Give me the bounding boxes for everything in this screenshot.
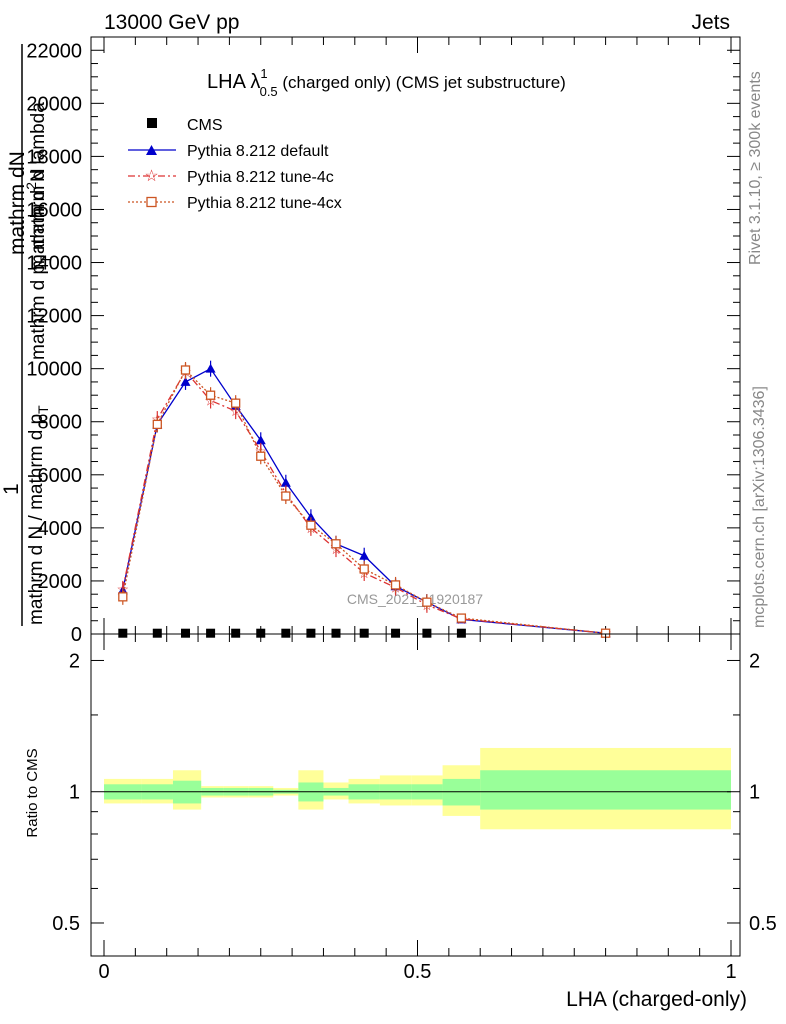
ratio-ytick-label-right: 0.5 xyxy=(749,913,777,935)
data-point xyxy=(359,550,370,560)
main-ytick-label: 8000 xyxy=(38,412,83,434)
main-ytick-label: 20000 xyxy=(26,93,82,115)
data-point xyxy=(180,365,191,375)
legend-item-cms: CMS xyxy=(147,117,223,134)
data-point xyxy=(118,592,128,602)
main-ytick-label: 14000 xyxy=(26,253,82,275)
data-point xyxy=(305,512,316,522)
main-ytick-label: 0 xyxy=(71,624,82,646)
data-point xyxy=(422,628,432,638)
legend-marker-tune4cx xyxy=(146,196,157,208)
data-point xyxy=(391,628,401,638)
data-point xyxy=(181,628,191,638)
main-ticks xyxy=(91,37,740,635)
data-point xyxy=(256,451,266,461)
data-point xyxy=(205,390,216,400)
x-tick-label: 0 xyxy=(98,961,109,983)
ratio-ytick-label-left: 0.5 xyxy=(52,913,80,935)
plot-title: LHA λ1 0.5 (charged only) (CMS jet substr… xyxy=(207,66,566,99)
x-tick-label: 0.5 xyxy=(404,961,432,983)
legend-marker-tune4c: ☆ xyxy=(144,168,158,185)
main-ytick-label: 4000 xyxy=(38,518,83,540)
legend: CMS Pythia 8.212 default ☆ Pythia 8.212 … xyxy=(128,117,342,212)
y-title-denominator: mathrm d pT mathrm d lambda xyxy=(28,102,53,360)
legend-item-default: Pythia 8.212 default xyxy=(128,143,329,160)
series-line xyxy=(122,370,606,634)
ratio-ytick-label-right: 1 xyxy=(749,782,760,804)
ratio-ytick-label-left: 1 xyxy=(69,782,80,804)
data-point xyxy=(205,363,216,373)
data-point xyxy=(256,628,266,638)
ratio-y-title: Ratio to CMS xyxy=(24,748,41,837)
series-3 xyxy=(118,361,611,638)
main-ytick-label: 10000 xyxy=(26,359,82,381)
ratio-bands xyxy=(104,747,731,830)
data-point xyxy=(456,613,467,623)
x-tick-label: 1 xyxy=(725,961,736,983)
data-point xyxy=(118,628,128,638)
data-point xyxy=(281,491,291,501)
data-point xyxy=(359,564,369,574)
y-title-den2: mathrm d N / mathrm d pT xyxy=(26,405,51,625)
y-title-num2: mathrm dN xyxy=(6,151,29,255)
mcplots-label: mcplots.cern.ch [arXiv:1306.3436] xyxy=(751,386,768,628)
ratio-ytick-label-right: 2 xyxy=(749,650,760,672)
data-point xyxy=(306,520,316,530)
ratio-tick-labels: 0.5 0.5 1 1 2 2 0 0.5 1 xyxy=(52,650,777,983)
series-layer: ☆☆☆☆☆☆☆☆☆☆☆☆☆☆ xyxy=(117,360,612,641)
legend-label-tune4c: Pythia 8.212 tune-4c xyxy=(187,169,334,186)
data-point xyxy=(180,376,191,386)
legend-label-cms: CMS xyxy=(187,117,223,134)
main-ytick-label: 6000 xyxy=(38,465,83,487)
data-point xyxy=(331,628,341,638)
main-ytick-label: 2000 xyxy=(38,571,83,593)
legend-item-tune4cx: Pythia 8.212 tune-4cx xyxy=(128,195,342,212)
ratio-ytick-label-left: 2 xyxy=(69,650,80,672)
data-point xyxy=(231,398,241,408)
series-0 xyxy=(118,628,466,638)
data-point xyxy=(206,628,216,638)
rivet-label: Rivet 3.1.10, ≥ 300k events xyxy=(747,71,764,265)
ratio-plot-frame xyxy=(90,633,741,957)
ratio-band-inner xyxy=(480,770,731,810)
data-point xyxy=(281,628,291,638)
data-point xyxy=(280,477,291,487)
data-point xyxy=(331,539,341,549)
data-point xyxy=(390,580,401,590)
legend-label-default: Pythia 8.212 default xyxy=(187,143,329,160)
y-title-one: 1 xyxy=(0,483,23,495)
x-axis-title: LHA (charged-only) xyxy=(566,988,747,1011)
data-point xyxy=(255,435,266,445)
y-title-numerator: mathrm d2N xyxy=(23,168,49,270)
data-point xyxy=(152,419,162,430)
series-line xyxy=(122,368,606,634)
data-point xyxy=(456,628,466,638)
legend-marker-default xyxy=(146,145,157,155)
data-point xyxy=(152,628,162,638)
legend-item-tune4c: ☆ Pythia 8.212 tune-4c xyxy=(128,168,334,186)
data-point xyxy=(306,628,316,638)
data-point xyxy=(231,628,241,638)
header-right: Jets xyxy=(691,11,730,34)
data-point xyxy=(422,597,432,607)
data-point xyxy=(359,628,369,638)
main-ytick-label: 22000 xyxy=(26,40,82,62)
main-ytick-label: 18000 xyxy=(26,146,82,168)
main-ytick-labels: 0 2000 4000 6000 8000 10000 12000 14000 16000 180… xyxy=(26,40,82,646)
header-left: 13000 GeV pp xyxy=(104,11,239,34)
legend-label-tune4cx: Pythia 8.212 tune-4cx xyxy=(187,195,342,212)
main-ytick-label: 16000 xyxy=(26,199,82,221)
ratio-ticks xyxy=(91,634,740,956)
main-y-title: mathrm dN mathrm d pT mathrm d lambda ma… xyxy=(0,44,53,626)
main-ytick-label: 12000 xyxy=(26,306,82,328)
legend-marker-cms xyxy=(147,118,157,128)
